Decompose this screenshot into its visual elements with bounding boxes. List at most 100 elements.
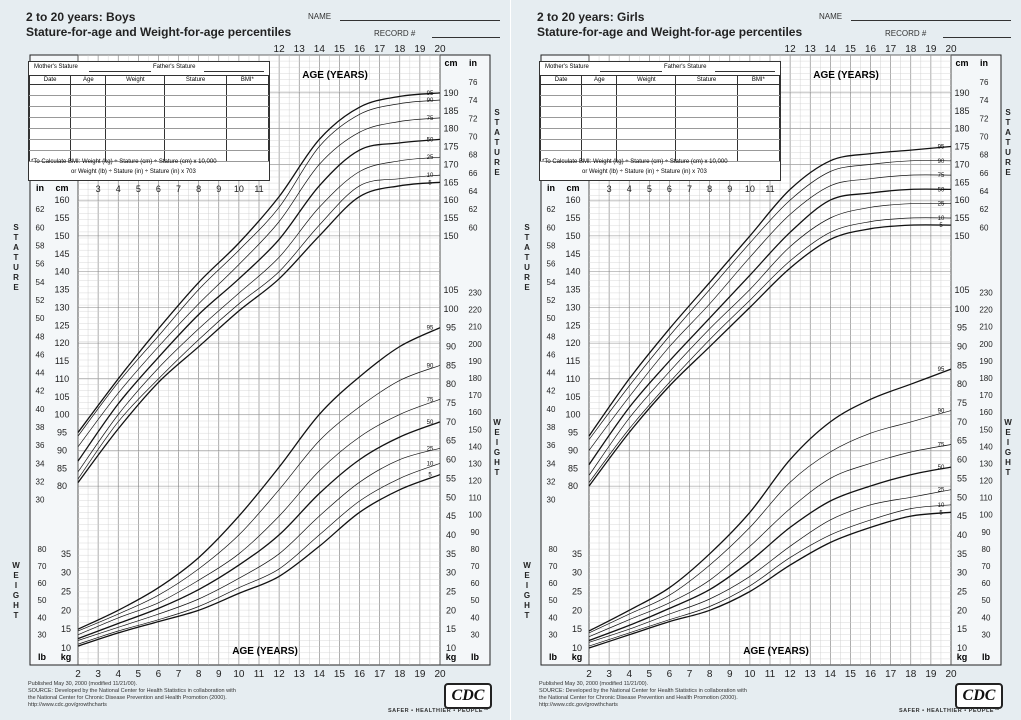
age-tick-bottom: 4 <box>115 669 121 680</box>
weight-axis-letter: H <box>494 458 500 467</box>
panel-title: 2 to 20 years: Girls <box>537 10 645 24</box>
weight-lb-tick: 40 <box>471 613 480 622</box>
table-row[interactable] <box>28 128 270 140</box>
stature-axis-letter: S <box>13 223 19 232</box>
cdc-tagline: SAFER • HEALTHIER • PEOPLE™ <box>899 708 1000 714</box>
weight-kg-tick: 90 <box>957 342 967 352</box>
name-field[interactable] <box>340 20 500 21</box>
table-row[interactable] <box>28 139 270 151</box>
table-row[interactable] <box>539 139 781 151</box>
age-tick-mid: 10 <box>745 184 755 194</box>
weight-percentile-curve-50 <box>588 466 952 642</box>
stature-percentile-curve-95 <box>588 145 952 437</box>
stature-cm-tick: 175 <box>443 142 458 152</box>
record-field[interactable] <box>432 37 500 38</box>
age-tick-mid: 4 <box>116 184 121 194</box>
fathers-stature-field[interactable] <box>715 71 775 72</box>
weight-axis-letter: G <box>1005 448 1011 457</box>
footer-url[interactable]: http://www.cdc.gov/growthcharts <box>28 702 107 708</box>
weight-kg-tick: 25 <box>957 586 967 596</box>
age-tick-bottom: 8 <box>707 669 713 680</box>
name-label: NAME <box>819 12 843 21</box>
stature-percentile-label-10: 10 <box>938 216 945 222</box>
table-row[interactable] <box>28 150 270 162</box>
stature-in-tick: 38 <box>547 423 556 432</box>
weight-lb-tick: 220 <box>979 306 993 315</box>
weight-percentile-label-90: 90 <box>938 409 945 415</box>
table-row[interactable] <box>28 106 270 118</box>
unit-kg-label: kg <box>61 652 72 662</box>
weight-lb-tick: 190 <box>468 357 482 366</box>
stature-cm-tick: 115 <box>55 356 69 366</box>
weight-kg-tick: 70 <box>957 417 967 427</box>
stature-in-tick: 70 <box>980 132 989 141</box>
weight-percentile-curve-90 <box>77 365 441 632</box>
stature-cm-tick: 170 <box>954 159 969 169</box>
stature-cm-tick: 105 <box>54 392 69 402</box>
weight-kg-tick: 10 <box>957 643 967 653</box>
stature-cm-tick: 145 <box>565 249 580 259</box>
stature-percentile-label-5: 5 <box>939 223 943 229</box>
mothers-stature-field[interactable] <box>600 71 662 72</box>
weight-axis-letter: W <box>12 561 20 570</box>
cdc-logo: CDC <box>955 683 1003 709</box>
stature-in-tick: 50 <box>36 314 45 323</box>
age-tick-mid: 5 <box>136 184 141 194</box>
age-tick-bottom: 16 <box>865 669 877 680</box>
stature-axis-letter: T <box>14 233 19 242</box>
table-row[interactable] <box>539 84 781 96</box>
stature-cm-tick: 155 <box>54 213 69 223</box>
weight-lb-tick: 60 <box>38 579 47 588</box>
age-tick-bottom: 10 <box>233 669 245 680</box>
stature-in-tick: 44 <box>36 369 45 378</box>
stature-in-tick: 36 <box>547 441 556 450</box>
record-field[interactable] <box>943 37 1011 38</box>
weight-kg-tick: 15 <box>572 624 582 634</box>
footer-source-cont: the National Center for Chronic Disease … <box>28 695 227 701</box>
weight-lb-tick: 30 <box>38 630 47 639</box>
age-tick-bottom: 10 <box>744 669 756 680</box>
table-row[interactable] <box>28 117 270 129</box>
stature-in-tick: 34 <box>547 459 556 468</box>
weight-percentile-curve-95 <box>588 368 952 632</box>
table-row[interactable] <box>539 117 781 129</box>
weight-lb-tick: 30 <box>471 630 480 639</box>
name-field[interactable] <box>851 20 1011 21</box>
age-tick-top: 15 <box>334 44 346 55</box>
mothers-stature-field[interactable] <box>89 71 151 72</box>
table-row[interactable] <box>539 150 781 162</box>
weight-lb-tick: 70 <box>982 562 991 571</box>
stature-in-tick: 58 <box>547 241 556 250</box>
table-row[interactable] <box>28 95 270 107</box>
table-row[interactable] <box>539 128 781 140</box>
unit-cm-label: cm <box>444 58 457 68</box>
table-row[interactable] <box>28 84 270 96</box>
weight-percentile-curve-90 <box>588 410 952 634</box>
weight-lb-tick: 30 <box>549 630 558 639</box>
weight-percentile-curve-5 <box>77 474 441 647</box>
unit-cm-label: cm <box>55 183 68 193</box>
stature-cm-tick: 185 <box>954 106 969 116</box>
table-row[interactable] <box>539 106 781 118</box>
unit-lb-label: lb <box>471 652 480 662</box>
weight-kg-tick: 35 <box>957 549 967 559</box>
age-tick-mid: 6 <box>156 184 161 194</box>
cdc-tagline: SAFER • HEALTHIER • PEOPLE™ <box>388 708 489 714</box>
weight-axis-letter: E <box>13 571 19 580</box>
weight-lb-tick: 50 <box>38 596 47 605</box>
fathers-stature-field[interactable] <box>204 71 264 72</box>
unit-in-label: in <box>36 183 44 193</box>
weight-lb-tick: 50 <box>471 596 480 605</box>
table-row[interactable] <box>539 95 781 107</box>
stature-axis-letter: E <box>494 168 500 177</box>
stature-in-tick: 40 <box>36 405 45 414</box>
bmi-note-metric: *To Calculate BMI: Weight (kg) ÷ Stature… <box>542 159 728 165</box>
stature-in-tick: 72 <box>980 114 989 123</box>
footer-url[interactable]: http://www.cdc.gov/growthcharts <box>539 702 618 708</box>
age-tick-bottom: 13 <box>805 669 817 680</box>
weight-percentile-curve-95 <box>77 327 441 630</box>
age-tick-bottom: 12 <box>274 669 286 680</box>
stature-in-tick: 66 <box>980 169 989 178</box>
stature-cm-tick: 170 <box>443 159 458 169</box>
weight-lb-tick: 120 <box>979 477 993 486</box>
